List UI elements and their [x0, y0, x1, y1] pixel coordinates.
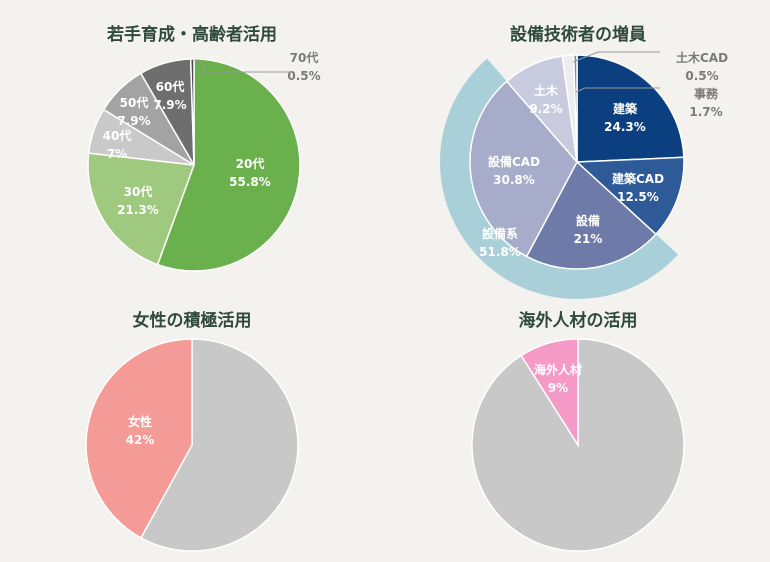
pie2-slice-7	[572, 54, 578, 163]
pie3-label-2-name: 女性	[128, 414, 152, 429]
pie1-label-1-value: 55.8%	[229, 175, 271, 189]
pie4-label-2-value: 9%	[548, 381, 568, 395]
pie1-label-2-name: 30代	[124, 184, 153, 199]
pie2-label-4-name: 設備CAD	[488, 154, 540, 169]
pie2-group-label-value: 51.8%	[479, 245, 521, 259]
pie2-slice-1	[576, 54, 685, 163]
pie1-label-1-name: 20代	[236, 156, 265, 171]
pie2-slice-4	[469, 80, 578, 258]
pie1-label-2-value: 21.3%	[117, 203, 159, 217]
pie2-label-5-name: 土木	[534, 83, 559, 98]
pie4-slice-2	[520, 338, 579, 448]
pie1-label-5-value: 7.9%	[153, 98, 186, 112]
chart-title-foreign: 海外人材の活用	[518, 311, 638, 331]
pie1-label-3-value: 7%	[107, 147, 127, 161]
pie1-slice-1	[156, 58, 301, 272]
pie2-label-7-value: 0.5%	[685, 69, 718, 83]
pie1-slice-6	[189, 58, 195, 166]
pie4-label-2-name: 海外人材	[534, 362, 582, 377]
chart-title-young-elder: 若手育成・高齢者活用	[107, 25, 277, 45]
pie2-slice-3	[525, 160, 657, 270]
pie3-label-2-value: 42%	[126, 433, 155, 447]
pie2-label-1-name: 建築	[612, 101, 638, 116]
pie3-slice-2	[85, 338, 193, 539]
pie2-label-7-name: 土木CAD	[676, 50, 728, 65]
pie2-label-2-value: 12.5%	[617, 190, 659, 204]
pie3-slice-1	[139, 338, 299, 552]
pie2-label-1-value: 24.3%	[604, 120, 646, 134]
leader-70s	[194, 59, 292, 73]
pie2-label-3-value: 21%	[574, 232, 603, 246]
pie1-slice-2	[87, 152, 196, 266]
chart-title-women: 女性の積極活用	[132, 311, 252, 331]
pie2-slice-2	[575, 156, 685, 236]
pie2-label-3-name: 設備	[576, 213, 600, 228]
pie2-label-6-name: 事務	[694, 86, 719, 101]
pie1-label-3-name: 40代	[103, 128, 132, 143]
pie1-label-5-name: 60代	[156, 79, 185, 94]
pie1-label-6-name: 70代	[290, 50, 319, 65]
pie2-label-6-value: 1.7%	[689, 105, 722, 119]
chart-title-engineers: 設備技術者の増員	[510, 25, 646, 45]
leader-doboku-cad	[572, 51, 660, 63]
pie1-label-4-value: 7.9%	[117, 114, 150, 128]
group-ring-setsubi	[440, 58, 679, 299]
pie2-label-2-name: 建築CAD	[611, 171, 664, 186]
pie2-label-5-value: 9.2%	[529, 102, 562, 116]
pie2-group-label-name: 設備系	[482, 226, 518, 241]
leader-jimu	[575, 87, 660, 93]
pie2-label-4-value: 30.8%	[493, 173, 535, 187]
pie1-label-4-name: 50代	[120, 95, 149, 110]
pie1-label-6-value: 0.5%	[287, 69, 320, 83]
